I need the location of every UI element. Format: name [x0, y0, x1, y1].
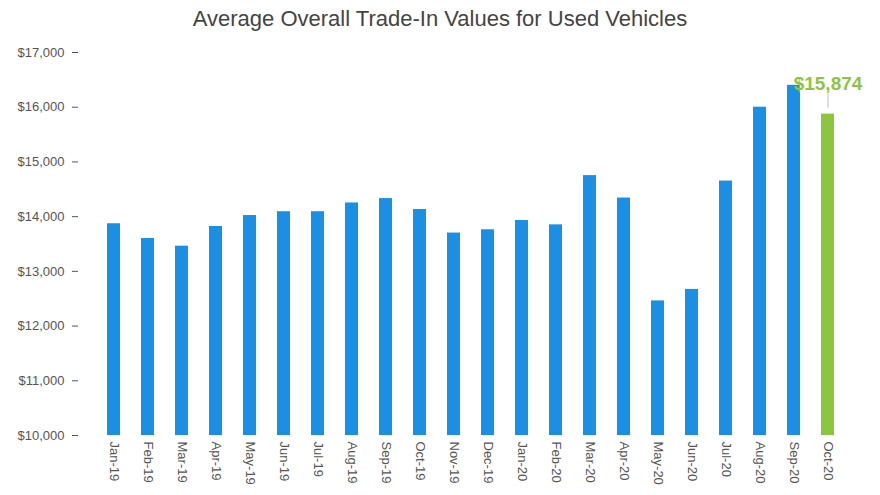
svg-text:$15,874: $15,874: [794, 73, 863, 94]
svg-text:$11,000: $11,000: [18, 373, 64, 388]
svg-text:Jul-20: Jul-20: [719, 442, 734, 477]
svg-text:Sep-19: Sep-19: [379, 442, 394, 484]
svg-text:$10,000: $10,000: [18, 428, 65, 443]
svg-text:Jul-19: Jul-19: [311, 442, 326, 477]
svg-text:$12,000: $12,000: [18, 318, 65, 333]
svg-text:$13,000: $13,000: [18, 264, 65, 279]
svg-text:$16,000: $16,000: [18, 99, 65, 114]
svg-text:Mar-19: Mar-19: [175, 442, 190, 483]
svg-text:$15,000: $15,000: [18, 154, 65, 169]
svg-text:Jan-19: Jan-19: [107, 442, 122, 482]
svg-text:Apr-20: Apr-20: [617, 442, 632, 481]
svg-text:May-19: May-19: [243, 442, 258, 485]
svg-text:Aug-19: Aug-19: [345, 442, 360, 484]
svg-text:Nov-19: Nov-19: [447, 442, 462, 484]
svg-text:Sep-20: Sep-20: [787, 442, 802, 484]
svg-text:Apr-19: Apr-19: [209, 442, 224, 481]
svg-text:$17,000: $17,000: [18, 45, 65, 60]
svg-text:Mar-20: Mar-20: [583, 442, 598, 483]
svg-text:Oct-19: Oct-19: [413, 442, 428, 481]
html-text:Average Overall Trade-In Value: Average Overall Trade-In Values for Used…: [192, 6, 688, 31]
svg-text:Oct-20: Oct-20: [821, 442, 836, 481]
svg-text:Feb-19: Feb-19: [141, 442, 156, 483]
svg-text:Aug-20: Aug-20: [753, 442, 768, 484]
svg-text:Dec-19: Dec-19: [481, 442, 496, 484]
svg-text:Jan-20: Jan-20: [515, 442, 530, 482]
svg-text:Feb-20: Feb-20: [549, 442, 564, 483]
svg-text:May-20: May-20: [651, 442, 666, 485]
svg-text:Jun-19: Jun-19: [277, 442, 292, 482]
svg-text:Jun-20: Jun-20: [685, 442, 700, 482]
svg-text:$14,000: $14,000: [18, 209, 65, 224]
